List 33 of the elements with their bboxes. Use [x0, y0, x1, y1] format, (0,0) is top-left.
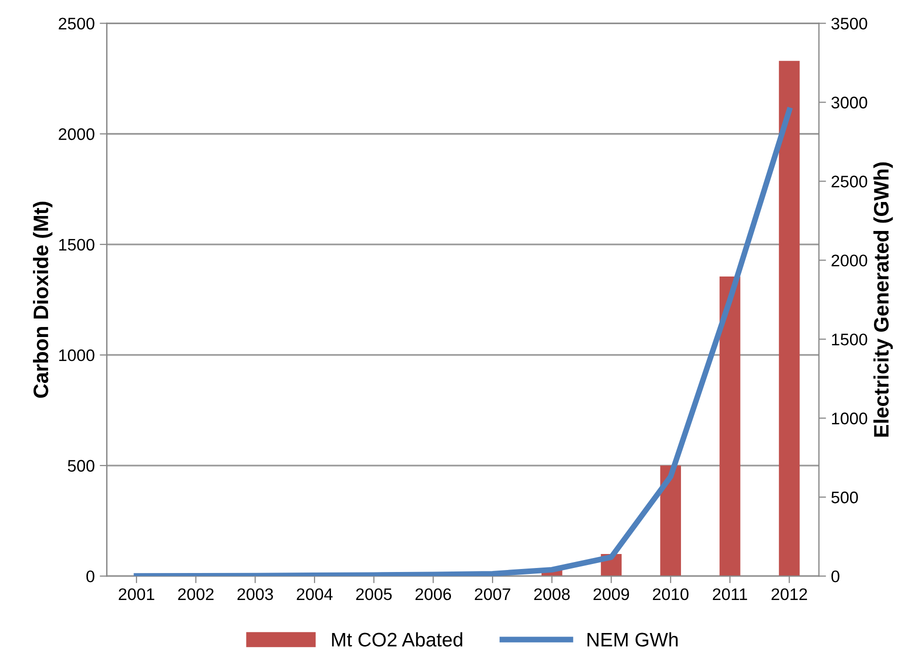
y-tick-label: 1500	[59, 238, 94, 251]
x-tick-label: 2002	[178, 588, 214, 600]
x-tick-label: 2001	[118, 588, 154, 600]
y-tick-label: 2500	[58, 18, 94, 30]
y-axis-title: Carbon Dioxide (Mt)	[32, 202, 52, 398]
bar	[720, 276, 740, 576]
y2-tick-label: 0	[831, 570, 840, 582]
legend-label: Mt CO2 Abated	[332, 632, 462, 647]
x-tick-label: 2007	[474, 588, 510, 600]
bar	[660, 466, 681, 576]
y2-axis-title: Electricity Generated (GWh)	[873, 162, 893, 437]
y2-tick-label: 3000	[831, 96, 868, 108]
y-tick-label: 2000	[58, 128, 94, 140]
x-tick-label: 2004	[296, 588, 333, 600]
y-tick-label: 1000	[59, 349, 94, 362]
x-tick-label: 2011	[712, 588, 748, 600]
y-tick-label: 0	[86, 570, 94, 582]
x-tick-label: 2008	[534, 588, 570, 600]
y2-tick-label: 2500	[832, 176, 868, 188]
x-tick-label: 2005	[356, 588, 392, 600]
x-tick-label: 2010	[652, 588, 688, 600]
y2-tick-label: 500	[831, 492, 858, 504]
y2-tick-label: 2000	[832, 254, 868, 266]
y2-tick-label: 1500	[832, 334, 868, 346]
y2-tick-label: 3500	[831, 18, 868, 30]
x-tick-label: 2006	[416, 588, 452, 600]
y2-tick-label: 1000	[832, 412, 868, 424]
x-tick-label: 2012	[772, 588, 807, 600]
x-tick-label: 2003	[237, 588, 273, 600]
x-tick-label: 2009	[594, 588, 630, 600]
y-tick-label: 500	[68, 460, 94, 472]
legend-label: NEM GWh	[588, 632, 678, 647]
bar	[778, 60, 800, 576]
